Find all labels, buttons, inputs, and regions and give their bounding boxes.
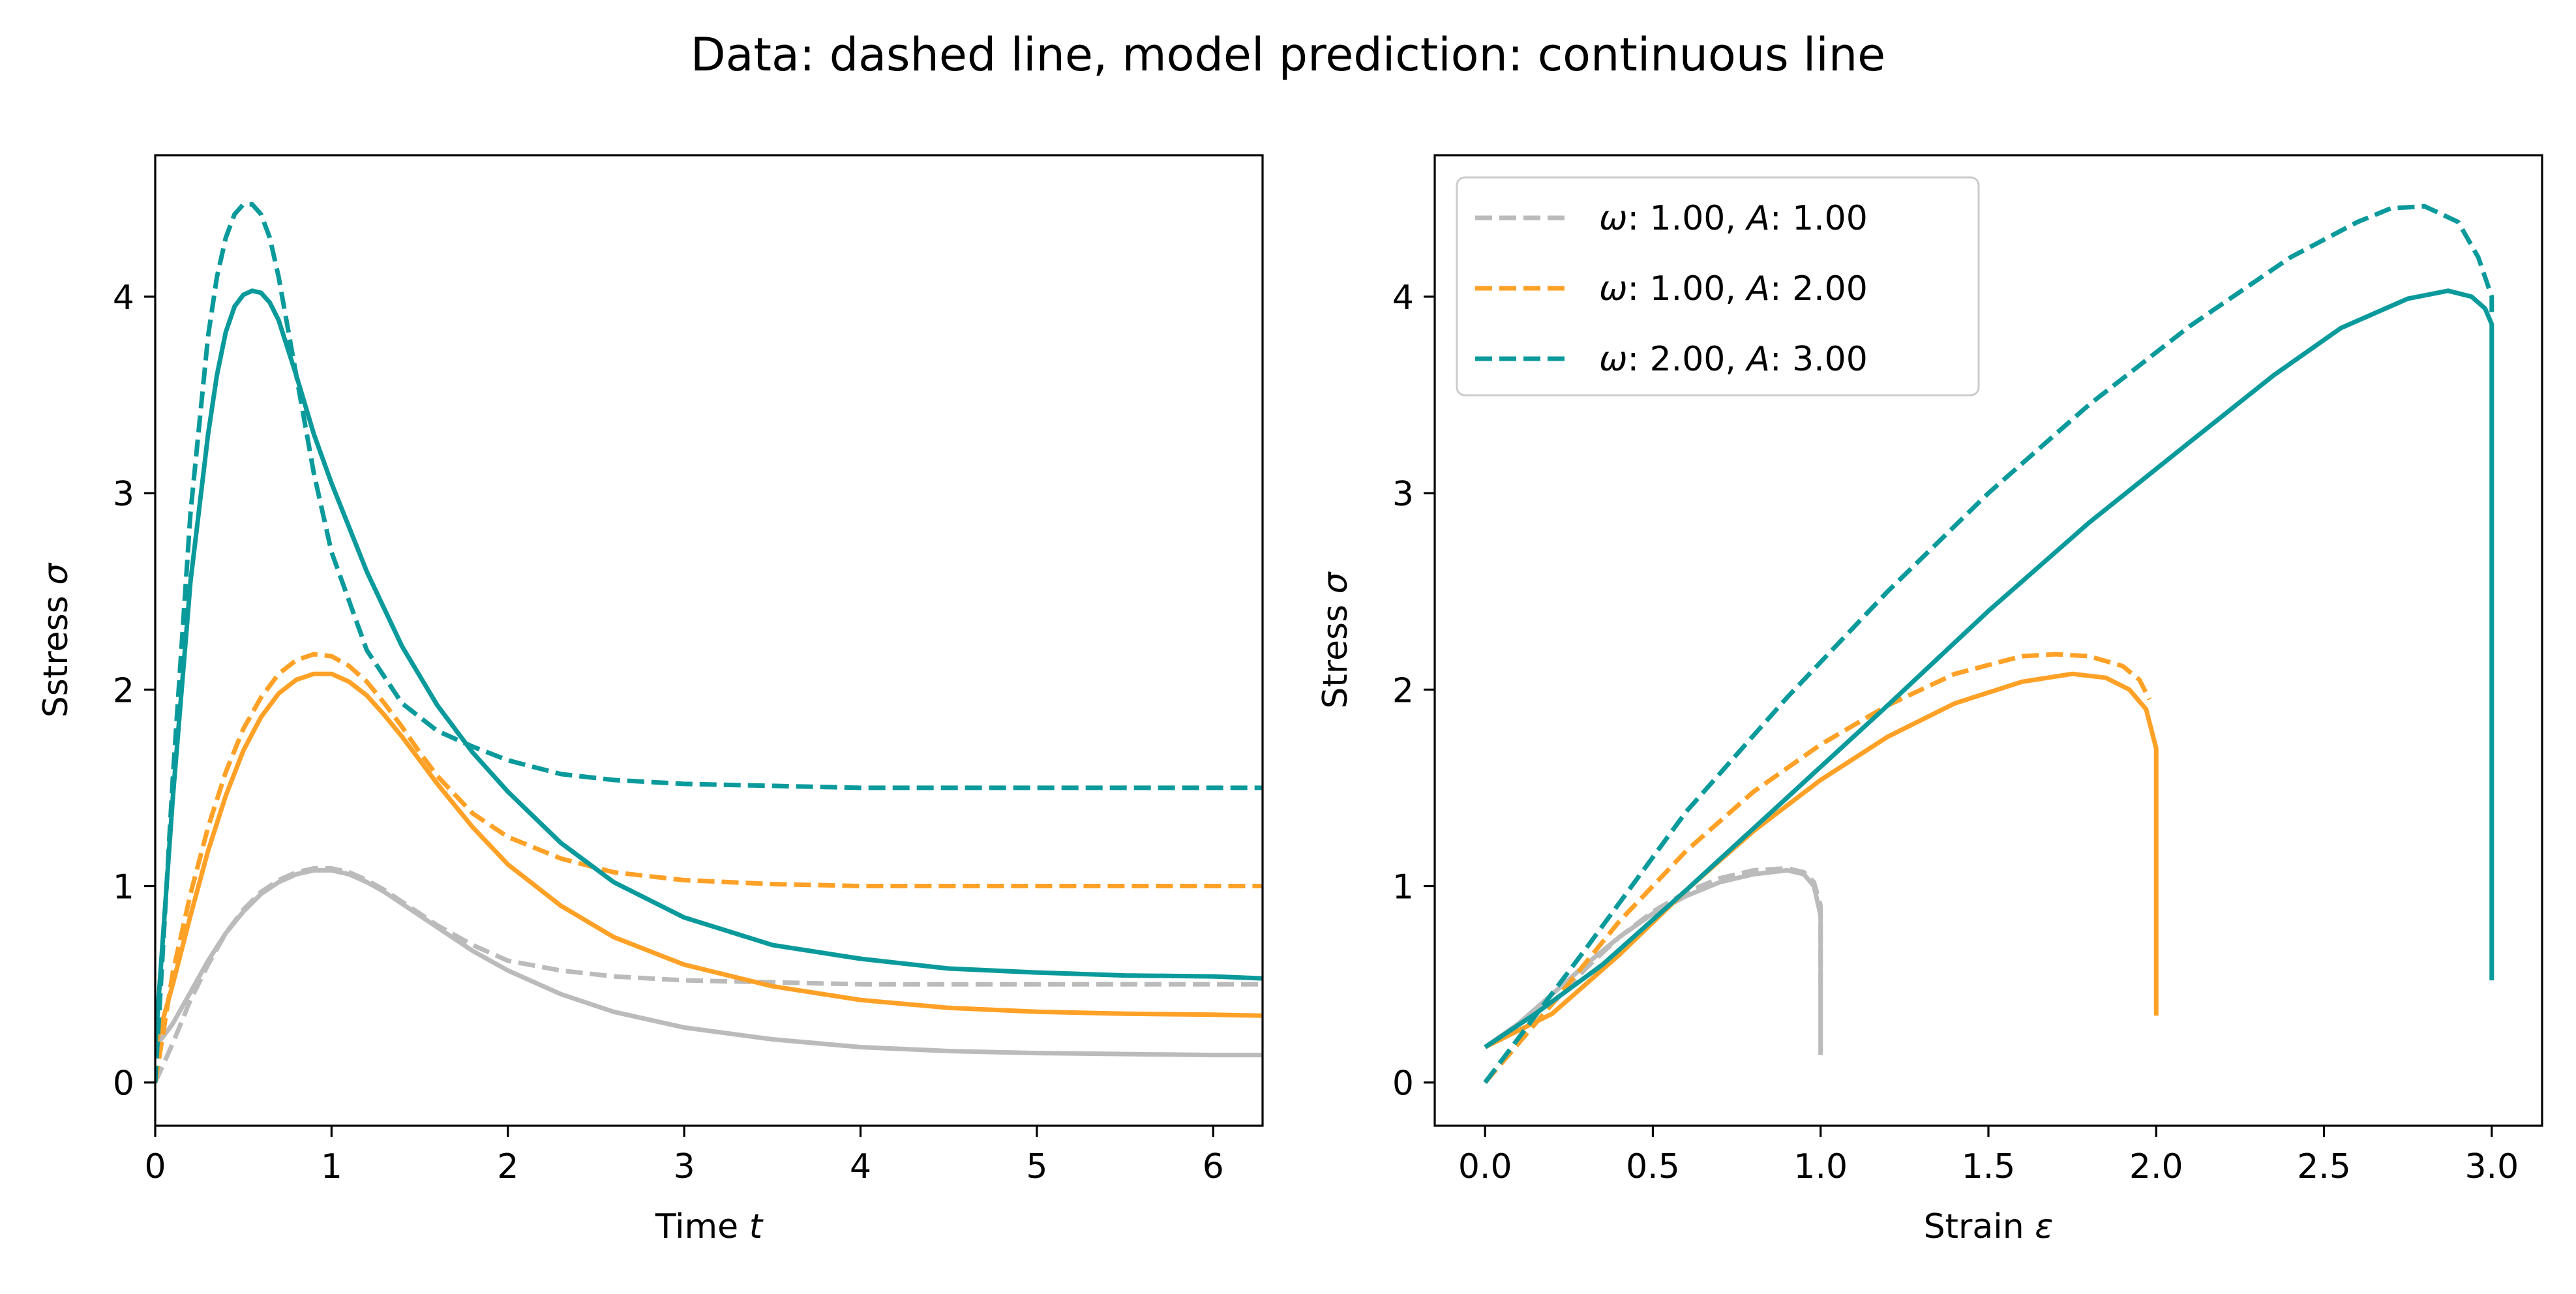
- figure-title: Data: dashed line, model prediction: con…: [691, 28, 1886, 82]
- axes-frame: [154, 154, 1264, 1127]
- x-tick-label: 4: [850, 1147, 871, 1186]
- x-tick-label: 1.0: [1793, 1147, 1848, 1186]
- legend-entry-label: ω: 1.00, A: 1.00: [1599, 199, 1868, 238]
- series-group: [155, 202, 1263, 1084]
- x-tick-label: 3: [674, 1147, 695, 1186]
- x-tick-label: 1.5: [1962, 1147, 2016, 1186]
- data-dashed-line-4: [1483, 203, 2494, 1084]
- y-axis-label: Sstress σ: [37, 562, 76, 717]
- data-dashed-line-0: [1483, 865, 1823, 1084]
- legend: ω: 1.00, A: 1.00 ω: 1.00, A: 2.00 ω: 2.00,…: [1456, 176, 1980, 397]
- legend-entry-label: ω: 1.00, A: 2.00: [1599, 269, 1868, 308]
- model-solid-line-1: [155, 867, 1263, 1058]
- model-solid-line-5: [155, 288, 1263, 1047]
- x-tick-label: 5: [1026, 1147, 1047, 1186]
- x-tick-label: 2.5: [2297, 1147, 2351, 1186]
- x-tick-label: 2.0: [2129, 1147, 2183, 1186]
- model-solid-line-5: [1484, 288, 2494, 1049]
- x-tick-label: 3.0: [2464, 1147, 2519, 1186]
- model-solid-line-1: [1484, 867, 1823, 1055]
- x-tick-label: 2: [497, 1147, 518, 1186]
- series-group: [1483, 203, 2494, 1084]
- data-dashed-line-2: [155, 652, 1263, 1083]
- y-tick-label: 4: [1392, 278, 1414, 318]
- y-tick-label: 0: [113, 1064, 134, 1104]
- right-chart-strain-panel: 0.0 0.5 1.0 1.5 2.0 2.5 3.0 0 1 2 3 4 Strain ε Stress…: [1316, 154, 2543, 1246]
- y-tick-label: 3: [113, 475, 134, 514]
- legend-box: [1456, 176, 1980, 397]
- x-axis-label: Time t: [655, 1207, 764, 1246]
- y-tick-label: 0: [1392, 1064, 1414, 1104]
- left-chart-time-panel: 0 1 2 3 4 5 6 0 1 2 3 4 Time t Sstress σ: [37, 154, 1264, 1246]
- y-tick-label: 1: [1392, 868, 1414, 907]
- y-tick-label: 2: [1392, 671, 1414, 710]
- x-tick-label: 0.0: [1458, 1147, 1512, 1186]
- x-tick-label: 1: [321, 1147, 342, 1186]
- y-tick-label: 3: [1392, 475, 1414, 514]
- x-tick-label: 0: [144, 1147, 166, 1186]
- x-tick-label: 6: [1203, 1147, 1224, 1186]
- x-tick-label: 0.5: [1626, 1147, 1680, 1186]
- y-tick-label: 4: [113, 278, 134, 318]
- y-tick-label: 1: [113, 868, 134, 907]
- x-axis-label: Strain ε: [1924, 1207, 2054, 1246]
- legend-entry-label: ω: 2.00, A: 3.00: [1599, 340, 1868, 379]
- model-solid-line-3: [155, 671, 1263, 1048]
- y-axis-label: Stress σ: [1316, 571, 1355, 708]
- data-dashed-line-2: [1483, 652, 2152, 1084]
- y-tick-label: 2: [113, 671, 134, 710]
- data-dashed-line-4: [155, 202, 1263, 1083]
